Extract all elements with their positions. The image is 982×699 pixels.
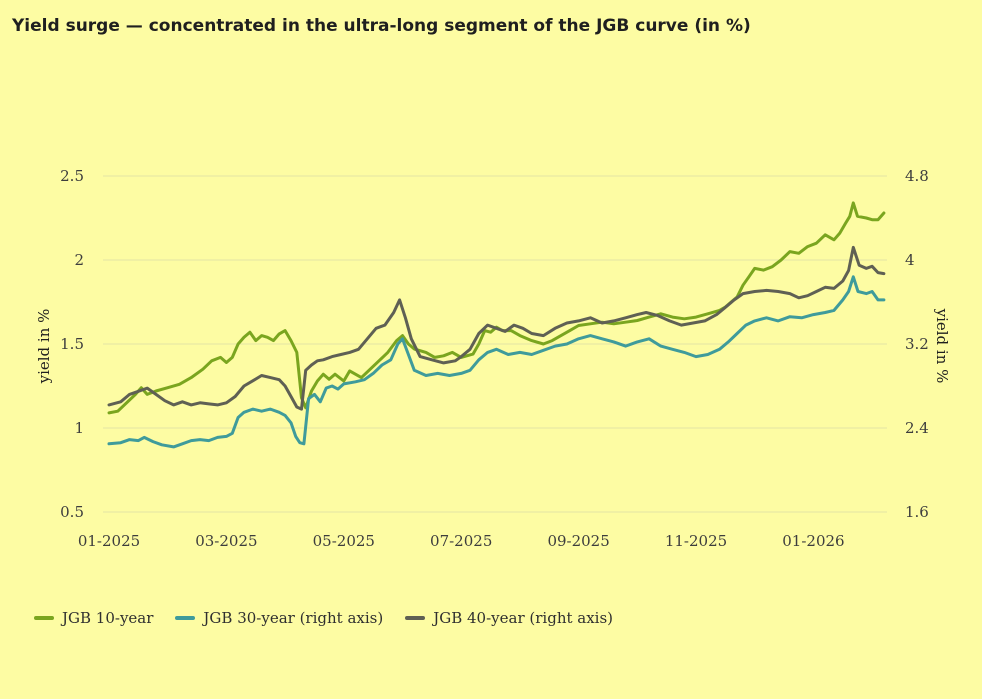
y-tick-right: 4.8 — [905, 167, 929, 185]
y-tick-left: 1 — [74, 419, 84, 437]
legend-swatch-40y — [405, 616, 426, 620]
series-line-30y — [107, 275, 886, 449]
gridlines — [103, 175, 887, 513]
y-tick-left: 2 — [74, 251, 84, 269]
legend-label-40y: JGB 40-year (right axis) — [433, 609, 614, 627]
x-tick: 07-2025 — [430, 532, 492, 550]
legend-item-40y: JGB 40-year (right axis) — [405, 609, 613, 627]
chart-plot: 0.5 1 1.5 2 2.5 1.6 2.4 3.2 4 4.8 01-2025 03-2025 05… — [35, 167, 951, 550]
y-tick-right: 4 — [905, 251, 915, 269]
chart-legend: JGB 10-year JGB 30-year (right axis) JGB… — [34, 609, 613, 627]
legend-item-30y: JGB 30-year (right axis) — [175, 609, 383, 627]
legend-swatch-30y — [175, 616, 196, 620]
y-tick-left: 1.5 — [60, 335, 84, 353]
x-tick: 01-2026 — [782, 532, 844, 550]
x-tick: 09-2025 — [547, 532, 609, 550]
y-tick-right: 2.4 — [905, 419, 929, 437]
y-tick-left: 0.5 — [60, 503, 84, 521]
y-tick-right: 1.6 — [905, 503, 929, 521]
chart-title: Yield surge — concentrated in the ultra-… — [12, 16, 751, 36]
y-tick-left: 2.5 — [60, 167, 84, 185]
legend-item-10y: JGB 10-year — [34, 609, 153, 627]
y-axis-label-right: yield in % — [933, 308, 951, 384]
legend-swatch-10y — [34, 616, 54, 620]
series-lines — [107, 201, 886, 449]
legend-label-30y: JGB 30-year (right axis) — [203, 609, 384, 627]
series-line-40y — [107, 245, 886, 411]
x-tick: 11-2025 — [665, 532, 727, 550]
x-tick: 01-2025 — [78, 532, 140, 550]
series-line-10y — [107, 201, 886, 415]
axis-ticks: 0.5 1 1.5 2 2.5 1.6 2.4 3.2 4 4.8 01-2025 03-2025 05… — [60, 167, 929, 550]
x-tick: 05-2025 — [313, 532, 375, 550]
x-tick: 03-2025 — [195, 532, 257, 550]
y-axis-label-left: yield in % — [35, 309, 53, 385]
legend-label-10y: JGB 10-year — [62, 609, 154, 627]
y-tick-right: 3.2 — [905, 335, 929, 353]
